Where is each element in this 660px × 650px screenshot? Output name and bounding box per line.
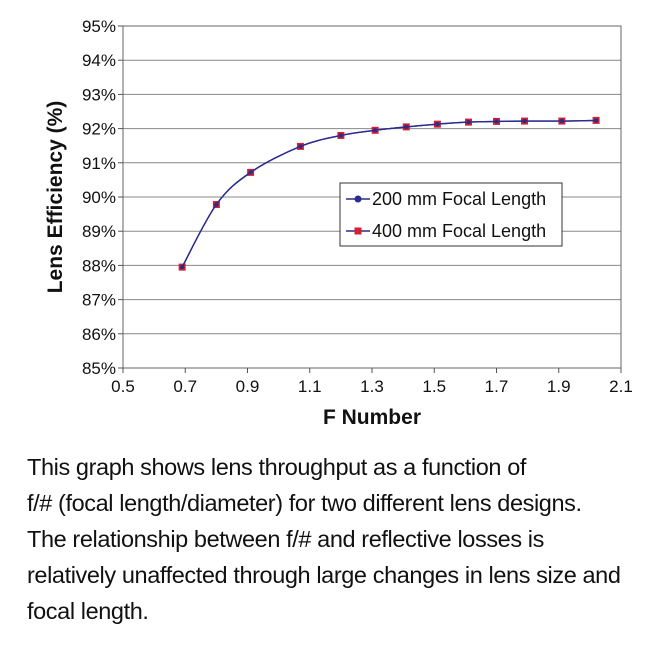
- x-tick-label: 1.5: [422, 377, 446, 396]
- data-point-200mm: [248, 170, 253, 175]
- caption-line: focal length.: [27, 598, 149, 624]
- data-point-200mm: [298, 144, 303, 149]
- x-tick-label: 1.3: [360, 377, 384, 396]
- x-tick-label: 1.9: [547, 377, 571, 396]
- caption-line: This graph shows lens throughput as a fu…: [27, 454, 527, 480]
- lens-efficiency-chart: 85% 86% 87% 88% 89% 90% 91% 92% 93% 94% 95% 0.5 0.7…: [44, 17, 633, 429]
- y-tick-label: 91%: [82, 154, 116, 173]
- x-tick-label: 0.5: [111, 377, 135, 396]
- data-point-200mm: [466, 119, 471, 125]
- y-tick-label: 87%: [82, 291, 116, 310]
- x-axis-title: F Number: [323, 406, 421, 429]
- x-axis: 0.5 0.7 0.9 1.1 1.3 1.5 1.7 1.9 2.1: [111, 368, 633, 396]
- data-point-200mm: [404, 124, 409, 130]
- chart-caption: This graph shows lens throughput as a fu…: [27, 449, 652, 629]
- data-point-200mm: [494, 119, 499, 124]
- y-tick-label: 92%: [82, 120, 116, 139]
- x-tick-label: 0.9: [236, 377, 260, 396]
- y-tick-label: 93%: [82, 85, 116, 104]
- x-tick-label: 1.1: [298, 377, 322, 396]
- y-tick-label: 95%: [82, 17, 116, 36]
- data-point-200mm: [559, 118, 565, 124]
- caption-line: relatively unaffected through large chan…: [27, 562, 621, 588]
- y-tick-label: 88%: [82, 256, 116, 275]
- y-tick-label: 86%: [82, 325, 116, 344]
- y-tick-label: 85%: [82, 359, 116, 378]
- data-point-200mm: [593, 118, 599, 123]
- legend: 200 mm Focal Length 400 mm Focal Length: [339, 182, 563, 247]
- y-tick-label: 90%: [82, 188, 116, 207]
- y-tick-label: 94%: [82, 51, 116, 70]
- data-point-200mm: [522, 118, 527, 124]
- x-tick-label: 1.7: [485, 377, 509, 396]
- y-tick-label: 89%: [82, 222, 116, 241]
- y-axis-title: Lens Efficiency (%): [44, 101, 67, 294]
- data-point-200mm: [435, 121, 440, 127]
- y-axis: 85% 86% 87% 88% 89% 90% 91% 92% 93% 94% 95%: [82, 17, 123, 378]
- x-tick-label: 0.7: [173, 377, 197, 396]
- legend-label-400mm: 400 mm Focal Length: [372, 221, 546, 241]
- caption-line: The relationship between f/# and reflect…: [27, 526, 544, 552]
- x-tick-label: 2.1: [609, 377, 633, 396]
- legend-marker-400mm: [354, 227, 362, 235]
- legend-label-200mm: 200 mm Focal Length: [372, 189, 546, 209]
- legend-marker-200mm: [354, 195, 362, 203]
- data-point-200mm: [214, 202, 219, 207]
- data-point-200mm: [338, 133, 344, 138]
- data-point-200mm: [179, 264, 185, 270]
- legend-box: [339, 182, 563, 247]
- caption-line: f/# (focal length/diameter) for two diff…: [27, 490, 582, 516]
- series-layer: [178, 116, 600, 271]
- data-point-200mm: [372, 128, 378, 133]
